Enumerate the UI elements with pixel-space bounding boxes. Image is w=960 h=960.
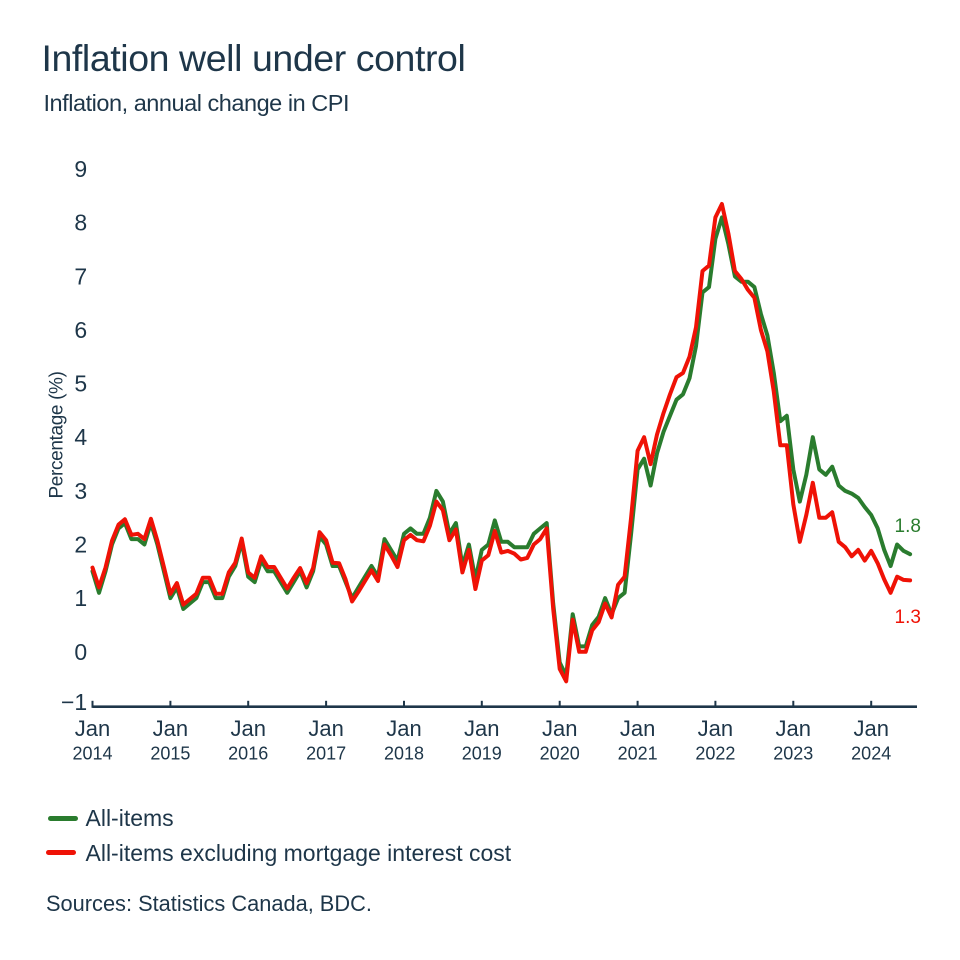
svg-text:8: 8 [74,210,87,236]
svg-text:7: 7 [74,263,87,289]
svg-text:0: 0 [74,639,87,665]
svg-text:9: 9 [74,156,87,182]
svg-text:6: 6 [74,317,87,343]
svg-text:2023: 2023 [773,744,813,764]
svg-text:2019: 2019 [462,744,502,764]
svg-text:2021: 2021 [618,744,658,764]
svg-text:Jan: Jan [698,716,733,741]
svg-text:3: 3 [74,478,87,504]
svg-text:2016: 2016 [228,744,268,764]
svg-text:2024: 2024 [851,744,891,764]
svg-text:Jan: Jan [308,716,343,741]
svg-text:1.3: 1.3 [895,607,921,628]
svg-text:2020: 2020 [540,744,580,764]
svg-text:Jan: Jan [464,716,499,741]
svg-text:Percentage (%): Percentage (%) [46,371,67,498]
svg-text:Jan: Jan [386,716,421,741]
svg-text:2022: 2022 [695,744,735,764]
svg-text:−1: −1 [61,689,87,715]
svg-text:Jan: Jan [620,716,655,741]
svg-text:2015: 2015 [150,744,190,764]
svg-text:2018: 2018 [384,744,424,764]
svg-text:2014: 2014 [72,744,112,764]
svg-text:Jan: Jan [230,716,265,741]
svg-text:Jan: Jan [75,716,110,741]
svg-text:Jan: Jan [776,716,811,741]
svg-text:1: 1 [74,585,87,611]
svg-text:Jan: Jan [853,716,888,741]
svg-text:2: 2 [74,532,87,558]
svg-text:2017: 2017 [306,744,346,764]
svg-text:4: 4 [74,424,87,450]
svg-text:Jan: Jan [542,716,577,741]
svg-text:Jan: Jan [153,716,188,741]
svg-text:1.8: 1.8 [895,516,921,537]
svg-text:5: 5 [74,371,87,397]
